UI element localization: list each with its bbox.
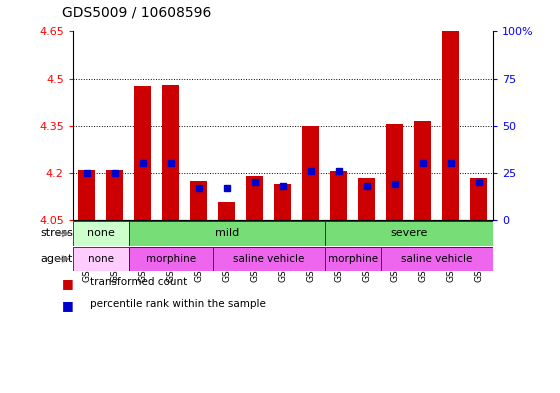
Bar <box>302 126 319 220</box>
Text: ■: ■ <box>62 277 73 290</box>
Bar <box>330 171 347 220</box>
Bar <box>129 221 325 246</box>
Text: saline vehicle: saline vehicle <box>233 254 305 264</box>
Bar <box>106 170 123 220</box>
Bar <box>325 221 493 246</box>
Bar <box>274 184 291 220</box>
Bar <box>134 86 151 220</box>
Bar <box>386 124 403 220</box>
Bar <box>470 178 487 220</box>
Bar <box>325 247 381 271</box>
Text: transformed count: transformed count <box>90 277 187 287</box>
Text: ■: ■ <box>62 299 73 312</box>
Text: stress: stress <box>40 228 73 239</box>
Text: mild: mild <box>214 228 239 239</box>
Bar <box>129 247 213 271</box>
Bar <box>218 202 235 220</box>
Bar <box>73 221 129 246</box>
Text: saline vehicle: saline vehicle <box>401 254 473 264</box>
Text: GDS5009 / 10608596: GDS5009 / 10608596 <box>62 6 211 20</box>
Text: morphine: morphine <box>146 254 196 264</box>
Text: morphine: morphine <box>328 254 378 264</box>
Text: none: none <box>87 228 115 239</box>
Text: severe: severe <box>390 228 427 239</box>
Bar <box>78 170 95 220</box>
Bar <box>213 247 325 271</box>
Bar <box>414 121 431 220</box>
Bar <box>381 247 493 271</box>
Text: percentile rank within the sample: percentile rank within the sample <box>90 299 265 309</box>
Bar <box>246 176 263 220</box>
Bar <box>442 31 459 220</box>
Bar <box>358 178 375 220</box>
Bar <box>73 247 129 271</box>
Text: agent: agent <box>40 254 73 264</box>
Text: none: none <box>88 254 114 264</box>
Bar <box>162 85 179 220</box>
Bar <box>190 181 207 220</box>
